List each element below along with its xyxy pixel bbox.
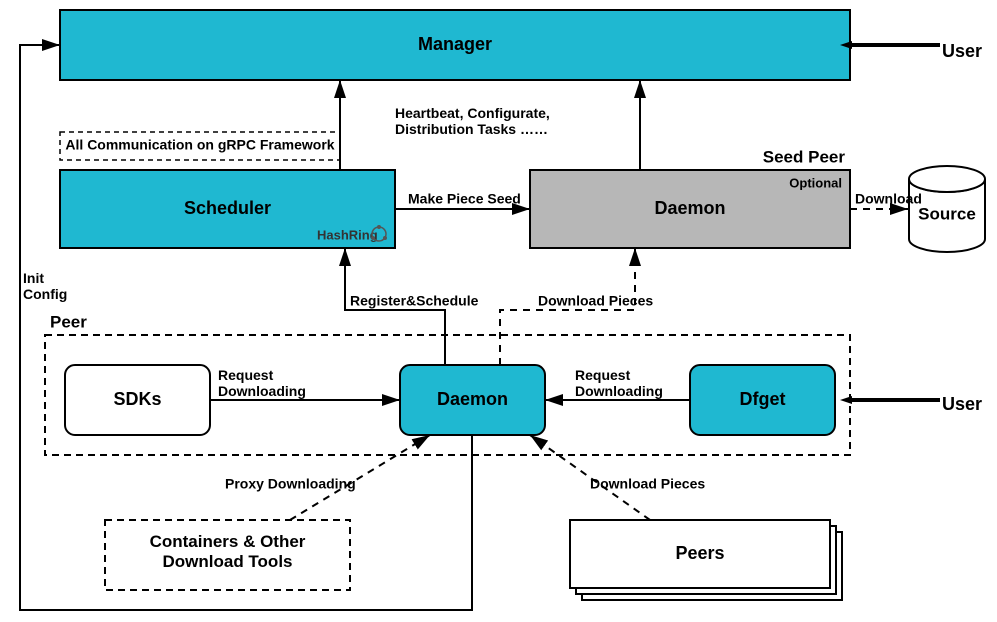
source-cylinder-top: [909, 166, 985, 192]
grpc-note-label: All Communication on gRPC Framework: [65, 137, 334, 153]
edge-label-sched-to-seed: Make Piece Seed: [408, 191, 521, 207]
sdks-label: SDKs: [113, 389, 161, 409]
edge-label-heartbeat-note: Heartbeat, Configurate,Distribution Task…: [395, 105, 550, 137]
edge-label-sdks-to-pd: RequestDownloading: [218, 367, 306, 399]
edge-label-pd-to-sched: Register&Schedule: [350, 293, 479, 309]
edge-label-pd-to-seed: Download Pieces: [538, 293, 653, 309]
peer-daemon-label: Daemon: [437, 389, 508, 409]
user-top-label: User: [942, 41, 982, 61]
edge-label-containers-to-pd: Proxy Downloading: [225, 476, 356, 492]
manager-label: Manager: [418, 34, 492, 54]
seed-peer-group-label: Seed Peer: [763, 147, 846, 166]
dfget-label: Dfget: [740, 389, 786, 409]
containers-label: Containers & OtherDownload Tools: [150, 532, 306, 571]
edge-label-seed-to-source: Download: [855, 191, 922, 207]
source-label: Source: [918, 204, 976, 223]
edge-label-pd-to-mgr-init: InitConfig: [23, 270, 67, 302]
edge-label-peers-to-pd: Download Pieces: [590, 476, 705, 492]
peers-label: Peers: [675, 543, 724, 563]
scheduler-hashring-label: HashRing: [317, 227, 378, 242]
seed-daemon-optional: Optional: [789, 175, 842, 190]
seed-daemon-label: Daemon: [654, 198, 725, 218]
scheduler-label: Scheduler: [184, 198, 271, 218]
user-bottom-label: User: [942, 394, 982, 414]
peer-group-label: Peer: [50, 312, 87, 331]
edge-label-dfget-to-pd: RequestDownloading: [575, 367, 663, 399]
